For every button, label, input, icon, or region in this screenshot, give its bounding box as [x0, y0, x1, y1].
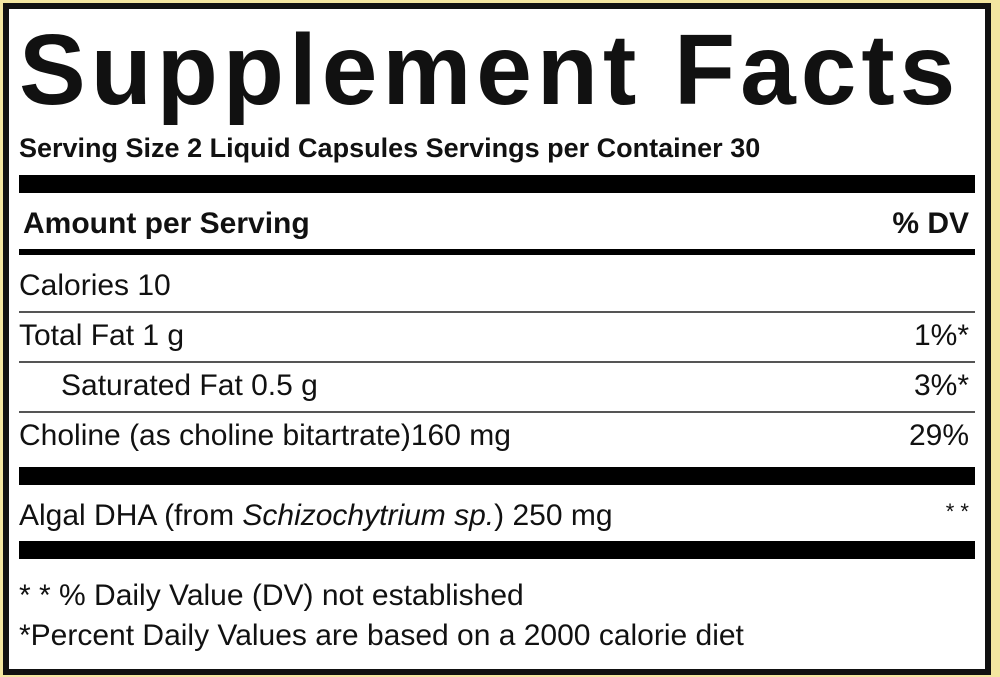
total-fat-dv: 1%* [913, 319, 969, 352]
thin-divider [19, 411, 975, 413]
algal-suffix: ) 250 mg [494, 499, 613, 532]
algal-dha-row: Algal DHA (from Schizochytrium sp.) 250 … [19, 499, 613, 533]
thin-divider [19, 361, 975, 363]
thin-divider [19, 311, 975, 313]
footnote-dv-not-established: * * % Daily Value (DV) not established [19, 579, 524, 612]
amount-per-serving-header: Amount per Serving [23, 207, 310, 240]
dv-header: % DV [892, 207, 969, 240]
serving-info: Serving Size 2 Liquid Capsules Servings … [19, 133, 761, 163]
calories-row: Calories 10 [19, 269, 171, 302]
saturated-fat-dv: 3%* [913, 369, 969, 402]
algal-prefix: Algal DHA (from [19, 499, 243, 532]
saturated-fat-row: Saturated Fat 0.5 g [61, 369, 318, 402]
label-title: Supplement Facts [19, 14, 961, 126]
thick-divider [19, 467, 975, 485]
thick-divider [19, 175, 975, 193]
supplement-facts-panel: Supplement Facts Serving Size 2 Liquid C… [3, 3, 991, 675]
total-fat-row: Total Fat 1 g [19, 319, 185, 352]
choline-dv: 29% [908, 419, 969, 452]
choline-row: Choline (as choline bitartrate)160 mg [19, 419, 511, 452]
medium-divider [19, 249, 975, 255]
footnote-percent-dv: *Percent Daily Values are based on a 200… [19, 619, 744, 652]
thick-divider [19, 541, 975, 559]
algal-dv: * * [945, 499, 969, 524]
algal-species: Schizochytrium sp. [242, 499, 495, 532]
